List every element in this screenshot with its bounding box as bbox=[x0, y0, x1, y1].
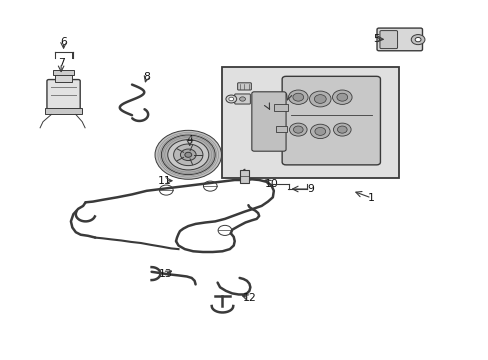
FancyBboxPatch shape bbox=[376, 28, 422, 51]
Text: 12: 12 bbox=[242, 293, 256, 303]
Bar bbox=[55, 73, 72, 82]
Circle shape bbox=[414, 37, 420, 42]
Circle shape bbox=[332, 90, 351, 104]
Text: 1: 1 bbox=[367, 193, 374, 203]
Circle shape bbox=[310, 124, 329, 139]
Circle shape bbox=[239, 97, 245, 101]
Text: 11: 11 bbox=[158, 176, 171, 186]
Text: 2: 2 bbox=[264, 101, 271, 111]
Circle shape bbox=[309, 91, 330, 107]
Circle shape bbox=[336, 93, 347, 101]
Text: 6: 6 bbox=[60, 37, 67, 48]
Circle shape bbox=[333, 123, 350, 136]
Bar bbox=[273, 104, 287, 111]
Circle shape bbox=[161, 135, 215, 175]
Text: 5: 5 bbox=[372, 34, 379, 44]
Circle shape bbox=[314, 127, 325, 135]
Circle shape bbox=[228, 97, 233, 101]
Circle shape bbox=[184, 152, 191, 157]
FancyBboxPatch shape bbox=[379, 31, 397, 49]
Circle shape bbox=[314, 95, 325, 103]
Circle shape bbox=[180, 149, 196, 161]
Text: 8: 8 bbox=[143, 72, 150, 82]
Text: 3: 3 bbox=[285, 91, 291, 102]
FancyBboxPatch shape bbox=[282, 76, 380, 165]
FancyBboxPatch shape bbox=[47, 80, 80, 109]
Text: 7: 7 bbox=[58, 58, 64, 68]
Circle shape bbox=[167, 140, 208, 170]
Circle shape bbox=[155, 130, 221, 179]
Circle shape bbox=[337, 126, 346, 133]
Text: 13: 13 bbox=[158, 269, 172, 279]
Circle shape bbox=[293, 126, 303, 133]
Bar bbox=[222, 67, 398, 178]
FancyBboxPatch shape bbox=[234, 94, 250, 104]
FancyBboxPatch shape bbox=[237, 83, 251, 90]
Bar bbox=[53, 70, 74, 75]
Text: 10: 10 bbox=[264, 179, 278, 189]
Circle shape bbox=[289, 123, 306, 136]
Bar bbox=[239, 170, 249, 183]
Text: 9: 9 bbox=[306, 184, 313, 194]
Text: 4: 4 bbox=[186, 135, 193, 145]
Circle shape bbox=[292, 93, 303, 101]
FancyBboxPatch shape bbox=[251, 92, 285, 151]
Bar bbox=[276, 126, 286, 132]
Circle shape bbox=[225, 95, 236, 103]
Bar bbox=[45, 108, 82, 114]
Circle shape bbox=[173, 144, 203, 166]
Circle shape bbox=[288, 90, 307, 104]
Circle shape bbox=[410, 35, 424, 45]
